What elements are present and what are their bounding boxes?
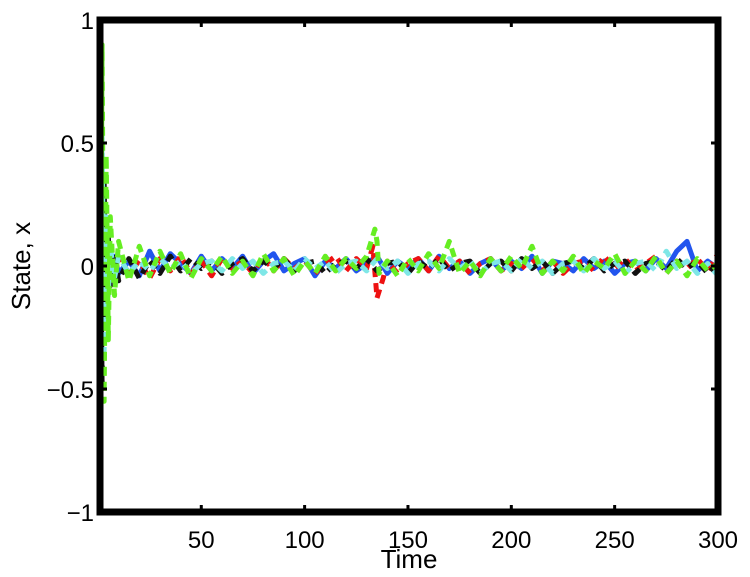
x-tick-label: 100 [285, 527, 325, 554]
tick-labels: 50 100 150 200 250 300 1 0.5 0 −0.5 −1 [47, 8, 738, 554]
x-axis-label: Time [381, 544, 438, 574]
series-line-4 [97, 128, 720, 439]
axes-frame [96, 16, 722, 516]
y-tick-label: 0.5 [61, 131, 94, 158]
series-layer [97, 42, 721, 488]
x-tick-label: 250 [595, 527, 635, 554]
x-tick-label: 50 [188, 527, 215, 554]
y-axis-label: State, x [6, 222, 36, 310]
y-tick-label: 1 [81, 8, 94, 35]
x-tick-label: 150 [388, 527, 428, 554]
x-tick-label: 200 [491, 527, 531, 554]
y-tick-label: 0 [81, 254, 94, 281]
y-tick-label: −1 [67, 500, 94, 527]
series-line-5 [97, 42, 720, 488]
x-tick-label: 300 [698, 527, 738, 554]
y-tick-label: −0.5 [47, 377, 94, 404]
